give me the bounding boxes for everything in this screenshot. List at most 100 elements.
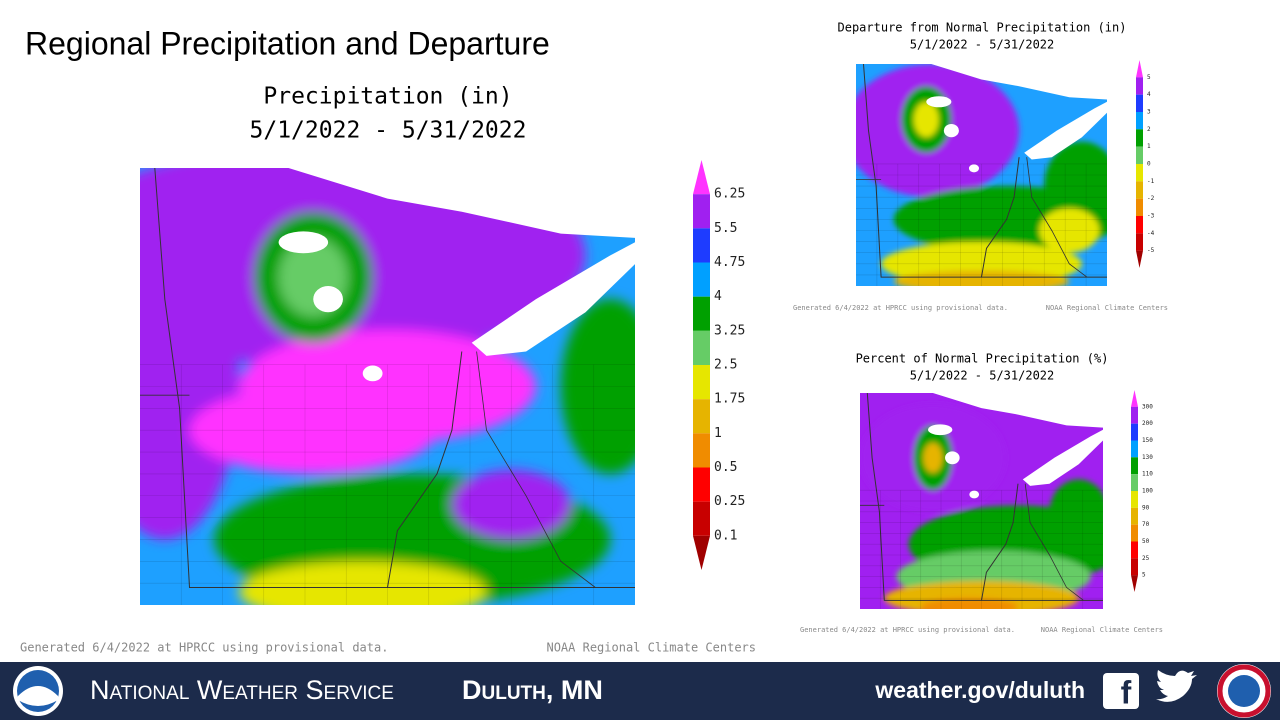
color-bar: 5 4 3 2 1 0 -1 -2 -3 -4 -5 [1136, 60, 1155, 268]
color-bar-label: 100 [1142, 488, 1153, 495]
noaa-logo-gull [18, 686, 58, 706]
color-bar-label: 50 [1142, 538, 1150, 545]
color-bar-cap [1131, 390, 1138, 407]
color-bar-label: 110 [1142, 471, 1153, 478]
color-bar-label: 4 [714, 289, 722, 304]
color-bar-segment [1136, 164, 1143, 182]
map [860, 393, 1103, 609]
color-bar-segment [693, 365, 710, 400]
map-blobs [140, 168, 635, 605]
color-bar-label: 0.1 [714, 528, 737, 543]
map-field [856, 64, 1107, 286]
facebook-glyph: f [1121, 674, 1132, 710]
color-bar-label: 25 [1142, 555, 1150, 562]
state-border [154, 168, 635, 588]
color-bar-segment [1136, 77, 1143, 95]
state-border [981, 157, 1020, 278]
state-border [476, 351, 596, 588]
map-dates: 5/1/2022 - 5/31/2022 [250, 118, 527, 144]
precip-area [140, 233, 239, 540]
color-bar-segment [1131, 406, 1138, 424]
precip-area [1039, 208, 1100, 253]
precip-area [451, 469, 571, 540]
state-border [981, 483, 1019, 601]
color-bar-label: 3 [1147, 109, 1151, 116]
color-bar-label: 200 [1142, 420, 1153, 427]
lake-superior [1024, 101, 1107, 160]
color-bar-cap [693, 535, 710, 570]
precip-area [1044, 141, 1107, 231]
color-bar-segment [1131, 558, 1138, 576]
map-dates: 5/1/2022 - 5/31/2022 [910, 369, 1055, 383]
lake [362, 365, 383, 382]
precip-area [923, 442, 943, 473]
nws-logo-ring [1217, 664, 1271, 718]
color-bar-segment [1131, 541, 1138, 559]
nws-logo-inner [1228, 675, 1260, 707]
state-border [1026, 157, 1088, 278]
color-bar-label: -2 [1147, 195, 1155, 202]
color-bar-label: 70 [1142, 521, 1150, 528]
lake-superior [471, 242, 635, 356]
twitter-icon[interactable] [1156, 670, 1197, 702]
banner-website: weather.gov/duluth [874, 677, 1085, 703]
color-bar-label: -4 [1147, 230, 1155, 237]
slide-title: Regional Precipitation and Departure [25, 25, 550, 61]
color-bar-label: 0 [1147, 161, 1151, 168]
map-dates: 5/1/2022 - 5/31/2022 [910, 38, 1055, 52]
lake [968, 164, 979, 173]
banner-agency: National Weather Service [90, 675, 394, 705]
color-bar-segment [693, 433, 710, 468]
map-footer: Generated 6/4/2022 at HPRCC using provis… [793, 304, 1008, 312]
color-bar-label: 0.5 [714, 460, 737, 475]
precip-area [913, 101, 939, 138]
color-bar-label: 90 [1142, 504, 1150, 511]
color-bar-segment [693, 262, 710, 297]
lake [969, 490, 980, 499]
color-bar-segment [693, 228, 710, 263]
state-border [866, 393, 1103, 601]
color-bar-label: 2.5 [714, 358, 737, 373]
color-bar-segment [1131, 507, 1138, 525]
color-bar-segment [693, 330, 710, 365]
canada-area [288, 168, 635, 238]
color-bar: 6.25 5.5 4.75 4 3.25 2.5 1.75 1 0.5 0.25 0.1 [693, 160, 745, 570]
precip-area [893, 270, 1070, 286]
map-field [140, 168, 635, 605]
color-bar-label: 5.5 [714, 221, 737, 236]
color-bar-segment [693, 467, 710, 502]
county-lines [140, 364, 635, 605]
color-bar-cap [1136, 60, 1143, 78]
banner: National Weather Service Duluth, MN weat… [0, 662, 1280, 720]
lake [278, 231, 329, 254]
lake-superior [1022, 429, 1103, 486]
color-bar-cap [693, 160, 710, 195]
facebook-icon[interactable] [1103, 673, 1139, 709]
color-bar-cap [1136, 250, 1143, 268]
color-bar-label: 4.75 [714, 255, 745, 270]
map-footer: NOAA Regional Climate Centers [1041, 626, 1163, 634]
map-blobs [856, 64, 1107, 286]
precip-area [920, 598, 1018, 609]
lake [943, 123, 959, 138]
color-bar-segment [1136, 129, 1143, 147]
canada-area [931, 64, 1107, 100]
color-bar-label: 130 [1142, 454, 1153, 461]
map-footer: NOAA Regional Climate Centers [546, 641, 756, 655]
color-bar-segment [1136, 181, 1143, 199]
color-bar-label: 0.25 [714, 494, 745, 509]
color-bar-segment [1131, 440, 1138, 458]
state-border [863, 64, 1107, 278]
precip-area [560, 299, 635, 474]
color-bar-label: 1.75 [714, 392, 745, 407]
color-bar-label: -5 [1147, 247, 1155, 254]
precip-area [189, 386, 437, 474]
map [140, 168, 635, 605]
map-footer: Generated 6/4/2022 at HPRCC using provis… [20, 641, 388, 655]
map-title: Percent of Normal Precipitation (%) [856, 352, 1109, 366]
map-title: Precipitation (in) [263, 84, 512, 110]
county-lines [860, 489, 1103, 609]
lake [928, 424, 953, 436]
map-footer: NOAA Regional Climate Centers [1046, 304, 1168, 312]
color-bar-segment [1131, 457, 1138, 475]
